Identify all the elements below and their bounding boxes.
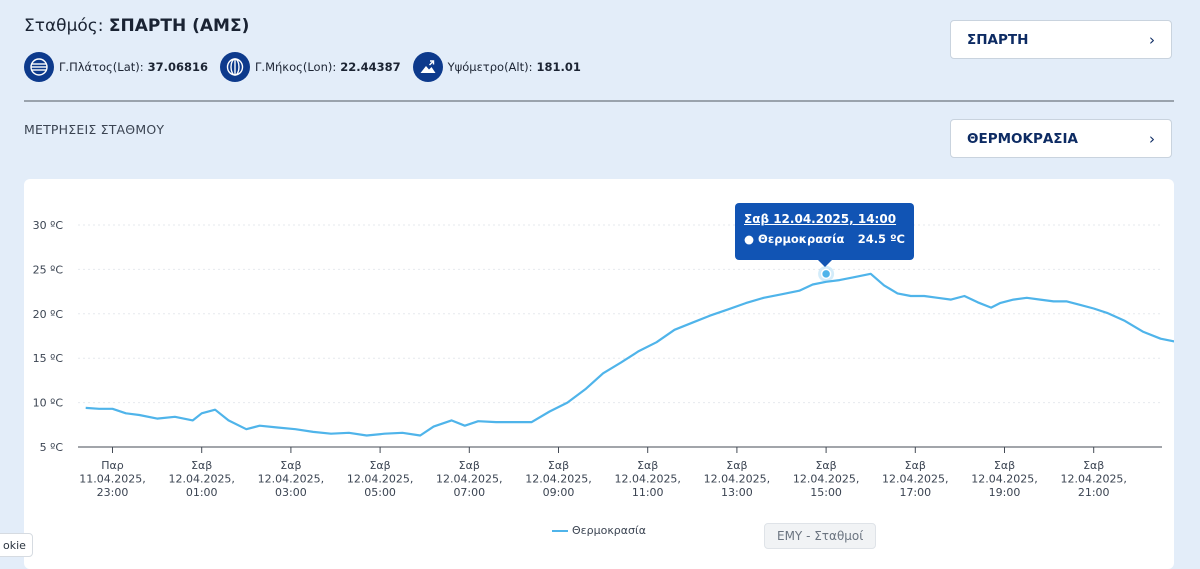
- chevron-right-icon: ›: [1149, 30, 1155, 49]
- tooltip-date: Σαβ 12.04.2025, 14:00: [744, 212, 897, 226]
- longitude-label: Γ.Μήκος(Lon):: [255, 60, 337, 74]
- chart-legend[interactable]: Θερμοκρασία: [552, 524, 646, 537]
- x-tick-label: Σαβ 12.04.2025, 09:00: [525, 459, 591, 499]
- x-tick-label: Σαβ 12.04.2025, 05:00: [347, 459, 413, 499]
- x-tick-label: Σαβ 12.04.2025, 19:00: [971, 459, 1037, 499]
- highlight-point: [820, 268, 832, 280]
- chevron-right-icon: ›: [1149, 129, 1155, 148]
- cookie-settings-tab[interactable]: okie: [0, 533, 33, 557]
- latitude-label: Γ.Πλάτος(Lat):: [59, 60, 144, 74]
- x-tick-label: Σαβ 12.04.2025, 03:00: [258, 459, 324, 499]
- station-coordinates: Γ.Πλάτος(Lat): 37.06816 Γ.Μήκος(Lon): 22…: [24, 52, 593, 82]
- legend-swatch: [552, 529, 568, 532]
- temperature-series-line: [85, 272, 1174, 437]
- station-selector-value: ΣΠΑΡΤΗ: [967, 31, 1029, 48]
- temperature-chart: 5 ºC 10 ºC 15 ºC 20 ºC 25 ºC 30 ºC Παρ 11.04.20…: [33, 219, 1174, 499]
- y-tick-label: 15 ºC: [33, 352, 64, 365]
- y-tick-label: 25 ºC: [33, 263, 64, 276]
- x-tick-label: Σαβ 12.04.2025, 15:00: [793, 459, 859, 499]
- station-label: Σταθμός:: [24, 16, 104, 36]
- x-tick-label: Σαβ 12.04.2025, 17:00: [882, 459, 948, 499]
- altitude-label: Υψόμετρο(Alt):: [447, 60, 533, 74]
- longitude-value: 22.44387: [340, 60, 401, 74]
- measurement-selector[interactable]: ΘΕΡΜΟΚΡΑΣΙΑ ›: [950, 119, 1172, 158]
- longitude-item: Γ.Μήκος(Lon): 22.44387: [220, 52, 401, 82]
- y-tick-label: 5 ºC: [40, 441, 64, 454]
- station-heading: Σταθμός: ΣΠΑΡΤΗ (ΑΜΣ): [24, 16, 249, 36]
- tooltip-row: ● Θερμοκρασία 24.5 ºC: [744, 232, 905, 246]
- y-tick-label: 20 ºC: [33, 308, 64, 321]
- altitude-item: Υψόμετρο(Alt): 181.01: [412, 52, 581, 82]
- y-tick-label: 30 ºC: [33, 219, 64, 232]
- y-tick-label: 10 ºC: [33, 397, 64, 410]
- legend-label: Θερμοκρασία: [572, 524, 646, 537]
- station-name: ΣΠΑΡΤΗ (ΑΜΣ): [108, 16, 250, 36]
- x-tick-label: Σαβ 12.04.2025, 11:00: [614, 459, 680, 499]
- chart-card: 5 ºC 10 ºC 15 ºC 20 ºC 25 ºC 30 ºC Παρ 11.04.20…: [24, 179, 1174, 569]
- section-title: ΜΕΤΡΗΣΕΙΣ ΣΤΑΘΜΟΥ: [24, 122, 165, 137]
- x-tick-label: Σαβ 12.04.2025, 01:00: [168, 459, 234, 499]
- x-tick-label: Σαβ 12.04.2025, 21:00: [1060, 459, 1126, 499]
- x-tick-label: Σαβ 12.04.2025, 07:00: [436, 459, 502, 499]
- station-selector[interactable]: ΣΠΑΡΤΗ ›: [950, 20, 1172, 59]
- longitude-icon: [220, 52, 251, 82]
- chart-tooltip: Σαβ 12.04.2025, 14:00 ● Θερμοκρασία 24.5…: [735, 203, 914, 267]
- latitude-item: Γ.Πλάτος(Lat): 37.06816: [24, 52, 208, 82]
- latitude-icon: [24, 52, 54, 82]
- x-tick-label: Παρ 11.04.2025, 23:00: [79, 459, 145, 499]
- emy-stations-badge[interactable]: ΕΜΥ - Σταθμοί: [764, 523, 877, 549]
- tooltip-series: ● Θερμοκρασία: [744, 232, 845, 246]
- measurement-selector-value: ΘΕΡΜΟΚΡΑΣΙΑ: [967, 130, 1078, 147]
- tooltip-value: 24.5 ºC: [857, 232, 905, 246]
- header-divider: [24, 100, 1174, 102]
- mountain-icon: [412, 52, 443, 82]
- x-tick-label: Σαβ 12.04.2025, 13:00: [704, 459, 770, 499]
- latitude-value: 37.06816: [147, 60, 209, 74]
- altitude-value: 181.01: [536, 60, 581, 74]
